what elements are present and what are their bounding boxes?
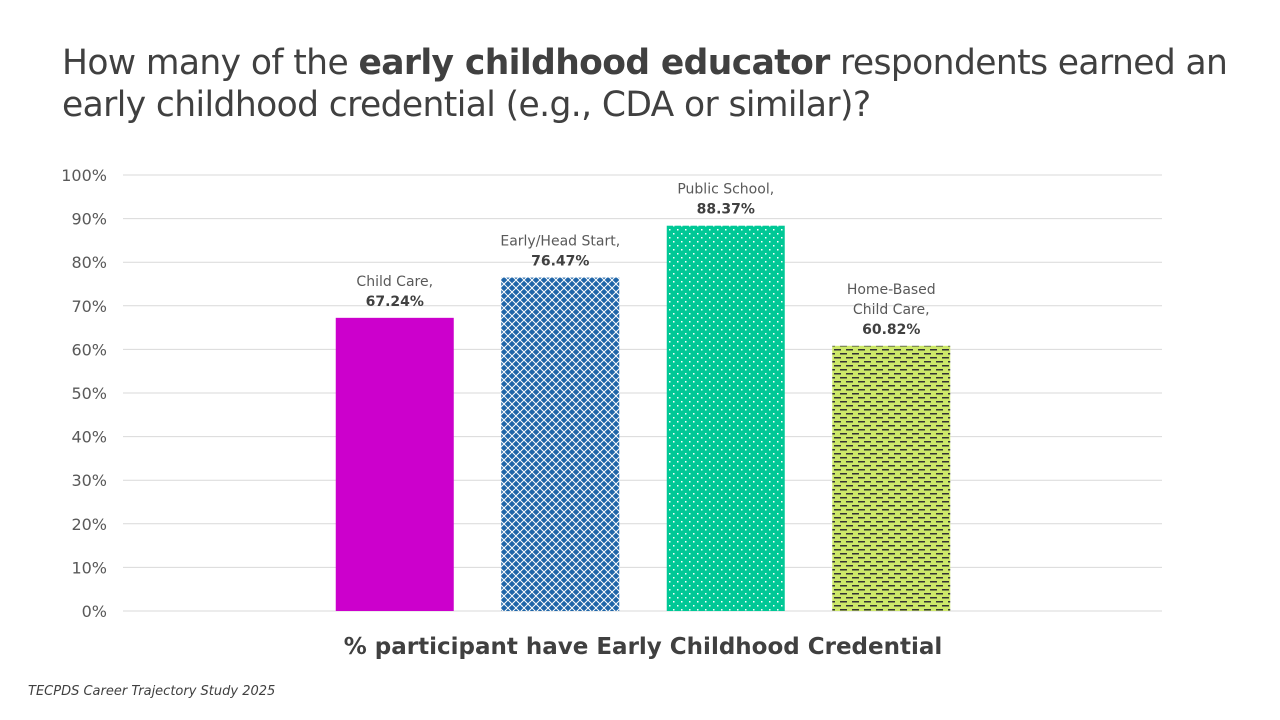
y-tick-label: 80% <box>71 253 107 272</box>
title-part: respondents earned an early childhood cr… <box>62 43 1228 125</box>
data-label-category: Home-Based <box>847 282 936 298</box>
y-tick-label: 10% <box>71 558 107 577</box>
y-tick-label: 50% <box>71 384 107 403</box>
data-label-value: 76.47% <box>531 254 589 270</box>
y-tick-label: 100% <box>61 166 107 185</box>
data-label-value: 67.24% <box>366 294 424 310</box>
data-label-category: Child Care, <box>356 274 433 290</box>
data-label-category: Public School, <box>677 182 774 198</box>
source-note: TECPDS Career Trajectory Study 2025 <box>28 684 276 699</box>
y-tick-label: 70% <box>71 297 107 316</box>
x-axis-label: % participant have Early Childhood Crede… <box>344 634 943 660</box>
y-tick-label: 90% <box>71 210 107 229</box>
y-tick-label: 20% <box>71 515 107 534</box>
title-part: How many of the <box>62 43 359 83</box>
bar-child-care <box>335 317 454 611</box>
data-label-value: 60.82% <box>862 322 920 338</box>
bars <box>335 225 951 612</box>
data-labels: Child Care, 67.24% Early/Head Start, 76.47%… <box>356 182 935 338</box>
bar-public-school <box>666 225 785 612</box>
y-tick-label: 40% <box>71 428 107 447</box>
bar-home-based-child-care <box>832 345 951 611</box>
y-tick-label: 0% <box>82 602 107 621</box>
slide-title: How many of the early childhood educator… <box>62 42 1242 126</box>
y-tick-label: 60% <box>71 340 107 359</box>
y-tick-label: 30% <box>71 471 107 490</box>
y-axis-ticks: 0% 10% 20% 30% 40% 50% 60% 70% 80% 90% 100% <box>61 166 107 621</box>
bar-early-head-start <box>501 277 620 611</box>
data-label-value: 88.37% <box>697 202 755 218</box>
title-part-bold: early childhood educator <box>358 43 830 83</box>
gridlines <box>123 174 1162 612</box>
data-label-category: Early/Head Start, <box>500 234 620 250</box>
data-label-category: Child Care, <box>853 302 930 318</box>
